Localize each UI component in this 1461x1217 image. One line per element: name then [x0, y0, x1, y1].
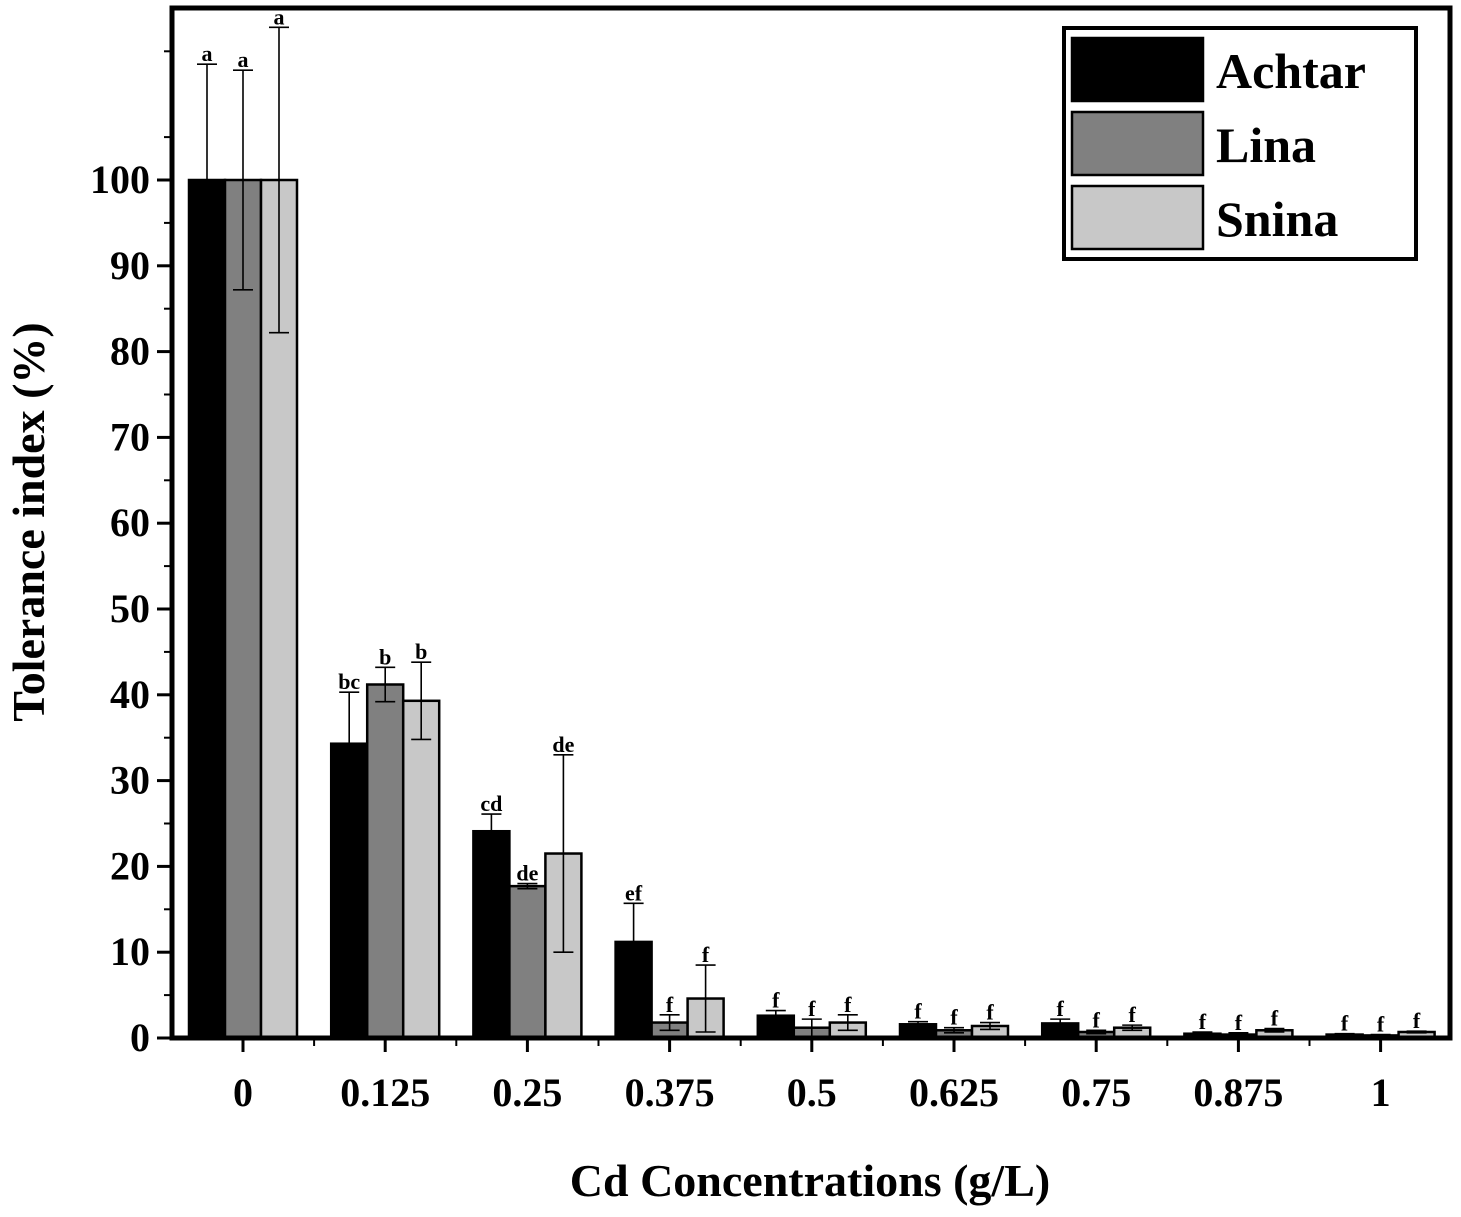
y-tick-label-40: 40: [110, 672, 150, 717]
x-tick-label-0.25: 0.25: [492, 1070, 562, 1115]
y-tick-label-70: 70: [110, 414, 150, 459]
significance-label-snina-1: f: [1413, 1008, 1421, 1033]
significance-label-snina-0.375: f: [702, 942, 710, 967]
legend-label-snina: Snina: [1216, 191, 1338, 247]
legend-label-lina: Lina: [1216, 117, 1316, 173]
significance-label-achtar-0.625: f: [914, 999, 922, 1024]
x-tick-label-0.75: 0.75: [1061, 1070, 1131, 1115]
y-tick-label-10: 10: [110, 929, 150, 974]
significance-label-lina-0.25: de: [516, 861, 538, 886]
significance-label-snina-0.625: f: [986, 1000, 994, 1025]
x-axis: 0 0.125 0.25 0.375 0.5 0.625 0.75 0.875 1: [233, 1038, 1391, 1115]
significance-label-lina-0.125: b: [379, 644, 391, 669]
significance-label-achtar-0.125: bc: [338, 669, 360, 694]
significance-label-achtar-0.875: f: [1199, 1009, 1207, 1034]
y-tick-label-100: 100: [90, 157, 150, 202]
significance-label-snina-0.875: f: [1271, 1006, 1279, 1031]
y-tick-label-0: 0: [130, 1015, 150, 1060]
legend-swatch-lina: [1070, 110, 1205, 177]
y-tick-label-60: 60: [110, 500, 150, 545]
bar-lina-0.25: [508, 884, 547, 1040]
x-tick-label-1: 1: [1371, 1070, 1391, 1115]
legend-swatch-snina: [1070, 184, 1205, 251]
y-axis: 0 10 20 30 40 50 60 70 80 90 100: [90, 50, 172, 1060]
x-tick-label-0: 0: [233, 1070, 253, 1115]
significance-label-achtar-0.5: f: [772, 988, 780, 1013]
legend-label-achtar: Achtar: [1216, 43, 1366, 99]
significance-label-lina-0.375: f: [666, 992, 674, 1017]
y-tick-label-20: 20: [110, 843, 150, 888]
x-tick-label-0.375: 0.375: [625, 1070, 715, 1115]
x-tick-label-0.875: 0.875: [1193, 1070, 1283, 1115]
significance-label-lina-0.5: f: [808, 996, 816, 1021]
x-tick-label-0.125: 0.125: [340, 1070, 430, 1115]
significance-label-lina-0: a: [238, 47, 249, 72]
significance-label-lina-0.75: f: [1093, 1007, 1101, 1032]
significance-label-lina-0.625: f: [950, 1005, 958, 1030]
significance-label-snina-0.5: f: [844, 992, 852, 1017]
significance-label-achtar-0.25: cd: [480, 791, 502, 816]
bar-achtar-0: [187, 178, 227, 1040]
bar-snina-0.125: [401, 699, 441, 1040]
significance-label-snina-0: a: [274, 4, 285, 29]
legend: Achtar Lina Snina: [1062, 26, 1418, 261]
y-tick-label-30: 30: [110, 758, 150, 803]
y-axis-title: Tolerance index (%): [3, 322, 54, 722]
bar-lina-0.125: [365, 683, 405, 1040]
bar-lina-0: [223, 178, 263, 1040]
significance-label-achtar-0: a: [202, 41, 213, 66]
y-tick-label-50: 50: [110, 586, 150, 631]
x-tick-label-0.5: 0.5: [787, 1070, 837, 1115]
significance-label-achtar-0.75: f: [1057, 996, 1065, 1021]
x-tick-label-0.625: 0.625: [909, 1070, 999, 1115]
bar-achtar-0.25: [472, 829, 511, 1040]
significance-label-achtar-1: f: [1341, 1011, 1349, 1036]
legend-swatch-achtar: [1070, 36, 1205, 103]
y-tick-label-80: 80: [110, 329, 150, 374]
significance-label-snina-0.25: de: [552, 732, 574, 757]
significance-label-achtar-0.375: ef: [625, 880, 643, 905]
significance-label-lina-1: f: [1377, 1012, 1385, 1037]
bars-layer: [187, 178, 1436, 1040]
significance-label-snina-0.75: f: [1129, 1002, 1137, 1027]
y-tick-label-90: 90: [110, 243, 150, 288]
x-axis-title: Cd Concentrations (g/L): [570, 1155, 1050, 1206]
significance-label-snina-0.125: b: [415, 639, 427, 664]
bar-achtar-0.375: [614, 940, 653, 1040]
significance-label-lina-0.875: f: [1235, 1010, 1243, 1035]
